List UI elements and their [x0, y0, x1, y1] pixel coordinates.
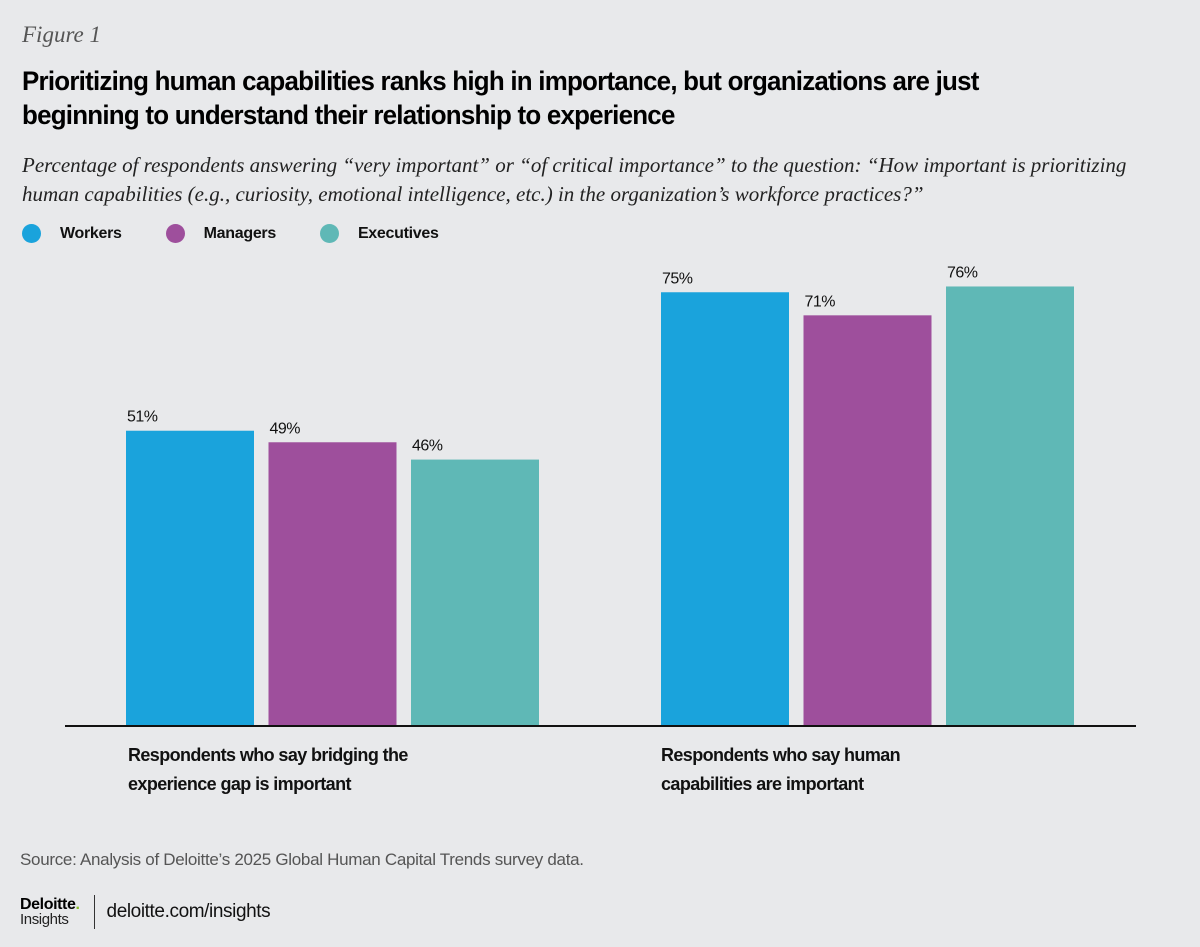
data-label-managers-group-1: 49%: [270, 420, 301, 437]
source-note: Source: Analysis of Deloitte’s 2025 Glob…: [20, 850, 584, 869]
legend-item-managers: Managers: [165, 224, 277, 243]
deloitte-insights-logo: Deloitte. Insights: [20, 896, 80, 928]
legend-label-workers: Workers: [60, 224, 122, 242]
bar-managers-group-2: [803, 315, 932, 725]
footer: Deloitte. Insights deloitte.com/insights: [20, 895, 271, 929]
category-label-line: Respondents who say human: [661, 745, 901, 765]
footer-url-link[interactable]: deloitte.com/insights: [106, 901, 271, 922]
data-label-executives-group-2: 76%: [947, 264, 978, 281]
legend: Workers Managers Executives: [22, 224, 483, 243]
logo-brand-text: Deloitte: [20, 896, 76, 913]
legend-swatch-workers: [22, 224, 41, 243]
chart-title: Prioritizing human capabilities ranks hi…: [22, 66, 979, 130]
bar-workers-group-2: [661, 292, 789, 725]
data-label-workers-group-1: 51%: [127, 409, 158, 426]
legend-item-workers: Workers: [22, 224, 122, 243]
legend-swatch-managers: [165, 224, 185, 243]
category-label-human-capabilities: Respondents who say human capabilities a…: [661, 741, 991, 799]
figure-label: Figure 1: [22, 22, 101, 47]
data-label-managers-group-2: 71%: [805, 293, 836, 310]
category-label-line: Respondents who say bridging the: [128, 745, 408, 765]
bar-managers-group-1: [268, 442, 397, 725]
category-label-line: experience gap is important: [128, 774, 351, 794]
data-label-workers-group-2: 75%: [662, 270, 693, 287]
footer-divider: [93, 895, 95, 929]
category-label-experience-gap: Respondents who say bridging the experie…: [128, 741, 458, 799]
data-label-executives-group-1: 46%: [412, 438, 443, 455]
bar-executives-group-1: [411, 459, 539, 725]
logo-brand: Deloitte.: [20, 896, 80, 913]
bar-executives-group-2: [946, 286, 1074, 725]
legend-item-executives: Executives: [319, 224, 439, 243]
legend-label-executives: Executives: [357, 224, 439, 242]
legend-label-managers: Managers: [203, 224, 277, 242]
logo-sub: Insights: [20, 911, 69, 928]
category-label-line: capabilities are important: [661, 774, 864, 794]
legend-swatch-executives: [319, 224, 339, 243]
logo-green-dot: .: [75, 896, 80, 913]
bar-workers-group-1: [126, 430, 254, 725]
chart-subtitle: Percentage of respondents answering “ver…: [22, 153, 1127, 206]
